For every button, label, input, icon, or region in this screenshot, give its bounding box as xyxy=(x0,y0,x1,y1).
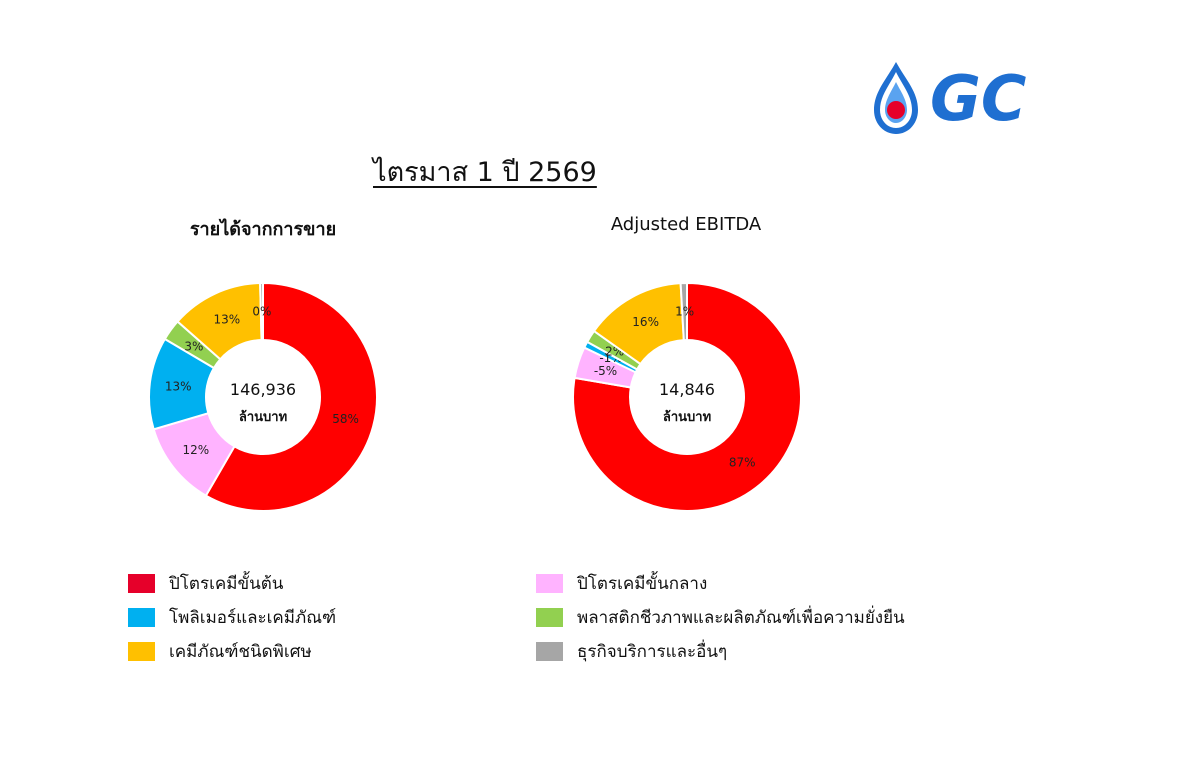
slice-label: 12% xyxy=(182,443,209,457)
chart-title-sales: รายได้จากการขาย xyxy=(189,219,337,240)
legend-swatch xyxy=(536,642,563,661)
legend-item-specialty: เคมีภัณฑ์ชนิดพิเศษ xyxy=(128,638,312,665)
legend-label: โพลิเมอร์และเคมีภัณฑ์ xyxy=(169,608,337,628)
legend-swatch xyxy=(128,608,155,627)
legend-label: พลาสติกชีวภาพและผลิตภัณฑ์เพื่อความยั่งยื… xyxy=(577,608,905,628)
slice-label: 0% xyxy=(252,305,271,319)
legend-label: ปิโตรเคมีขั้นกลาง xyxy=(577,574,708,594)
slice-label: 3% xyxy=(184,340,203,354)
logo-text: GC xyxy=(930,62,1026,135)
legend-item-polymers: โพลิเมอร์และเคมีภัณฑ์ xyxy=(128,604,336,631)
center-unit: ล้านบาท xyxy=(239,409,287,425)
legend-item-bioplastics: พลาสติกชีวภาพและผลิตภัณฑ์เพื่อความยั่งยื… xyxy=(536,604,905,631)
legend-swatch xyxy=(536,608,563,627)
legend-item-services: ธุรกิจบริการและอื่นๆ xyxy=(536,638,727,665)
donut-slice xyxy=(259,281,264,342)
chart-title-ebitda: Adjusted EBITDA xyxy=(610,214,762,235)
legend-swatch xyxy=(536,574,563,593)
center-unit: ล้านบาท xyxy=(663,409,711,425)
main-title: ไตรมาส 1 ปี 2569 xyxy=(373,157,597,188)
sales-donut-chart: 58% 12% 13% 3% 13% 0% 146,936 ล้านบาท xyxy=(148,281,378,512)
slice-label: 13% xyxy=(214,313,241,327)
legend-item-intermediate: ปิโตรเคมีขั้นกลาง xyxy=(536,570,707,597)
donut-slice xyxy=(572,281,802,512)
slice-label: 1% xyxy=(675,305,694,319)
gc-logo: GC xyxy=(874,62,1026,135)
slice-label: -5% xyxy=(594,364,617,378)
legend-label: ปิโตรเคมีขั้นต้น xyxy=(169,574,284,594)
legend-swatch xyxy=(128,642,155,661)
legend-label: เคมีภัณฑ์ชนิดพิเศษ xyxy=(169,642,312,662)
center-value: 146,936 xyxy=(230,380,296,399)
legend-swatch xyxy=(128,574,155,593)
slice-label: 13% xyxy=(165,379,192,393)
slice-label: 87% xyxy=(729,455,756,469)
slice-label: 16% xyxy=(632,315,659,329)
legend-item-upstream: ปิโตรเคมีขั้นต้น xyxy=(128,570,283,597)
slice-label: 58% xyxy=(332,412,359,426)
center-value: 14,846 xyxy=(659,380,715,399)
flame-drop-icon xyxy=(874,62,918,134)
donut-slice xyxy=(204,281,378,512)
donut-slice xyxy=(679,281,688,342)
legend-label: ธุรกิจบริการและอื่นๆ xyxy=(577,642,728,662)
